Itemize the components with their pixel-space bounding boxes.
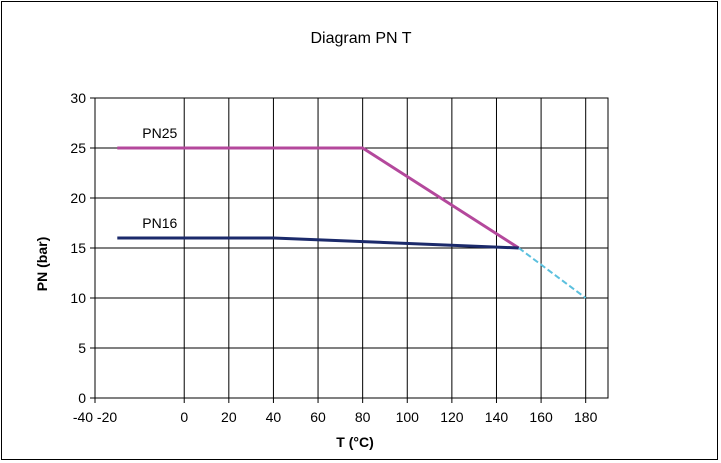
x-tick-label: 180: [574, 409, 598, 425]
series-line-pn16: [117, 236, 519, 250]
y-tick-label: 25: [70, 140, 86, 156]
x-tick-label: 120: [440, 409, 464, 425]
series-label-pn16: PN16: [142, 215, 177, 231]
x-tick-label: 160: [529, 409, 553, 425]
y-tick-label: 30: [70, 90, 86, 106]
x-tick-label: 0: [180, 409, 188, 425]
y-tick-label: 15: [70, 240, 86, 256]
x-tick-label: 140: [485, 409, 509, 425]
y-tick-label: 0: [78, 390, 86, 406]
y-tick-label: 20: [70, 190, 86, 206]
plot-border: [94, 97, 609, 399]
y-tick-label: 10: [70, 290, 86, 306]
x-tick-label: 40: [266, 409, 282, 425]
series-line-extension: [518, 247, 587, 299]
x-tick-label: 20: [221, 409, 237, 425]
x-tick-label: 100: [396, 409, 420, 425]
y-axis-label: PN (bar): [34, 237, 50, 291]
series-label-pn25: PN25: [142, 125, 177, 141]
x-tick-label: -40 -20: [73, 409, 118, 425]
y-tick-label: 5: [78, 340, 86, 356]
x-tick-label: 60: [310, 409, 326, 425]
chart-title: Diagram PN T: [310, 30, 411, 47]
series-line-pn25: [117, 146, 520, 250]
x-tick-label: 80: [355, 409, 371, 425]
x-axis-label: T (°C): [336, 434, 373, 450]
